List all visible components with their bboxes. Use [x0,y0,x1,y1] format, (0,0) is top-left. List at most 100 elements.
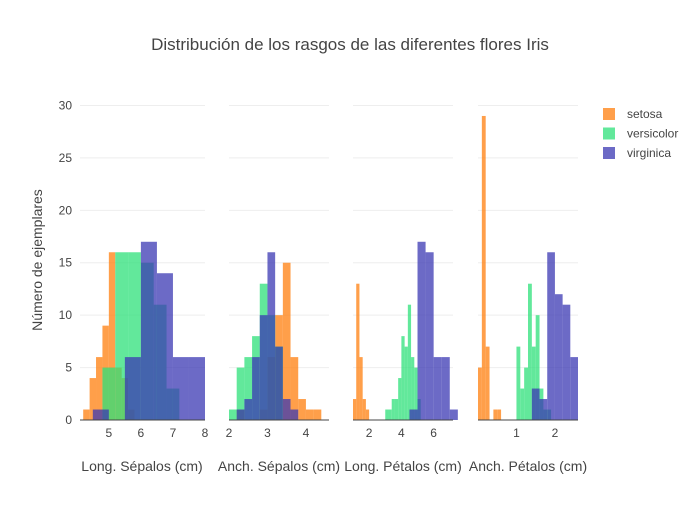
bar-virginica[interactable] [539,399,548,420]
bar-versicolor[interactable] [535,315,540,420]
bar-virginica[interactable] [409,409,418,420]
x-tick-label: 2 [226,426,233,440]
bar-versicolor[interactable] [385,409,389,420]
bar-setosa[interactable] [478,367,482,420]
bar-versicolor[interactable] [394,399,399,420]
x-tick-label: 4 [398,426,405,440]
bar-virginica[interactable] [244,399,253,420]
bar-versicolor[interactable] [528,283,532,420]
bar-virginica[interactable] [417,241,426,420]
x-tick-label: 1 [513,426,520,440]
x-tick-label: 4 [303,426,310,440]
bar-versicolor[interactable] [411,357,415,420]
bar-versicolor[interactable] [236,367,245,420]
bar-setosa[interactable] [359,357,363,420]
bar-versicolor[interactable] [414,367,418,420]
legend-item-versicolor[interactable]: versicolor [603,127,678,141]
bar-versicolor[interactable] [398,378,402,420]
bar-setosa[interactable] [96,357,103,420]
bar-virginica[interactable] [570,357,578,420]
bar-versicolor[interactable] [244,357,253,420]
bar-virginica[interactable] [267,252,276,420]
bar-setosa[interactable] [497,409,502,420]
bar-versicolor[interactable] [531,346,536,420]
bar-setosa[interactable] [298,399,306,420]
bar-virginica[interactable] [140,241,157,420]
bar-virginica[interactable] [275,346,283,420]
bar-versicolor[interactable] [391,399,395,420]
bar-virginica[interactable] [282,399,291,420]
y-tick-label: 5 [65,361,72,375]
bar-virginica[interactable] [433,357,442,420]
bar-setosa[interactable] [305,409,314,420]
y-tick-label: 20 [59,203,73,217]
bar-setosa[interactable] [485,346,490,420]
bar-setosa[interactable] [353,399,357,420]
legend: setosa versicolor virginica [603,107,678,160]
bar-versicolor[interactable] [516,346,521,420]
bar-versicolor[interactable] [524,367,528,420]
legend-label: setosa [627,107,663,121]
bar-virginica[interactable] [547,252,555,420]
legend-swatch [603,127,615,140]
bar-virginica[interactable] [554,294,563,420]
x-axis-label: Anch. Pétalos (cm) [469,458,587,474]
bar-setosa[interactable] [365,409,370,420]
bar-versicolor[interactable] [229,409,237,420]
bar-virginica[interactable] [252,357,260,420]
bar-virginica[interactable] [92,409,109,420]
bar-setosa[interactable] [108,252,116,420]
x-axis-label: Long. Sépalos (cm) [81,458,202,474]
bar-setosa[interactable] [362,399,366,420]
bar-setosa[interactable] [83,409,90,420]
chart-title: Distribución de los rasgos de las difere… [151,35,549,54]
bar-virginica[interactable] [441,357,450,420]
y-tick-label: 25 [59,151,73,165]
bar-virginica[interactable] [562,304,571,420]
x-tick-label: 8 [202,426,209,440]
legend-item-virginica[interactable]: virginica [603,146,671,160]
bar-versicolor[interactable] [401,336,405,420]
bar-virginica[interactable] [188,357,205,420]
bar-setosa[interactable] [481,115,486,420]
axes: 0 5 10 15 20 25 30 5 6 7 8 Long. Sépalos (cm) 2 3 4 Anc… [59,98,587,474]
legend-label: virginica [627,146,671,160]
bar-setosa[interactable] [290,357,299,420]
legend-item-setosa[interactable]: setosa [603,107,663,121]
x-tick-label: 7 [170,426,177,440]
bar-versicolor[interactable] [407,304,412,420]
bar-versicolor[interactable] [388,409,392,420]
bar-setosa[interactable] [493,409,498,420]
legend-swatch [603,108,615,120]
bar-virginica[interactable] [449,409,458,420]
x-tick-label: 3 [264,426,271,440]
bar-versicolor[interactable] [404,346,408,420]
y-axis-label: Número de ejemplares [29,189,45,331]
bar-virginica[interactable] [425,252,434,420]
y-tick-label: 30 [59,98,73,112]
bar-virginica[interactable] [124,357,141,420]
x-tick-label: 6 [138,426,145,440]
bar-virginica[interactable] [172,357,189,420]
bar-versicolor[interactable] [520,388,525,420]
x-axis-label: Long. Pétalos (cm) [344,458,462,474]
y-tick-label: 15 [59,256,73,270]
y-tick-label: 0 [65,413,72,427]
bar-versicolor[interactable] [102,367,116,420]
bar-setosa[interactable] [282,262,291,420]
histogram-bars [83,115,578,420]
bar-virginica[interactable] [259,315,268,420]
bar-virginica[interactable] [531,388,540,420]
x-tick-label: 2 [366,426,373,440]
legend-label: versicolor [627,127,678,141]
x-tick-label: 5 [106,426,113,440]
bar-setosa[interactable] [356,283,360,420]
bar-virginica[interactable] [156,273,173,420]
bar-setosa[interactable] [313,409,322,420]
bar-virginica[interactable] [236,409,245,420]
bar-virginica[interactable] [290,409,299,420]
bar-setosa[interactable] [89,378,97,420]
